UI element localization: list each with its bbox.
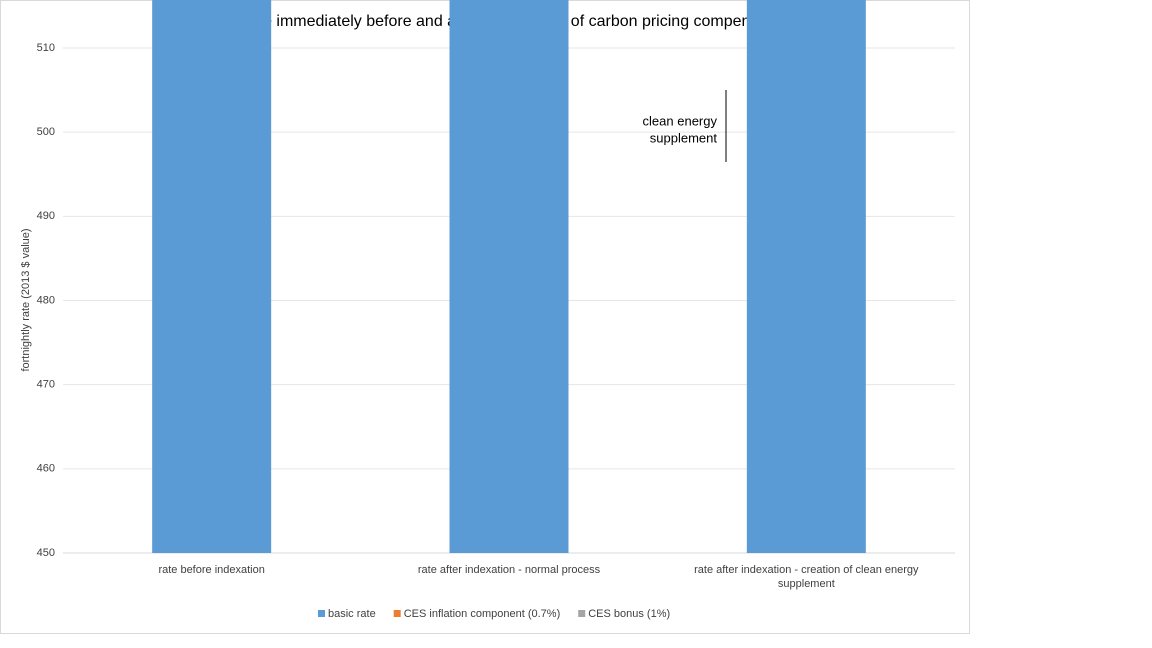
bar-segment (449, 0, 569, 553)
legend-label: CES bonus (1%) (588, 608, 670, 620)
x-tick-label: rate after indexation - creation of clea… (694, 564, 919, 590)
x-tick-label-box: rate before indexation (158, 564, 265, 576)
y-tick-label: 490 (37, 210, 55, 222)
bar-segment (152, 0, 272, 553)
y-tick-label: 510 (37, 42, 55, 54)
legend-label: basic rate (328, 608, 376, 620)
x-tick-label-box: rate after indexation - creation of clea… (694, 564, 919, 590)
y-tick-label: 480 (37, 294, 55, 306)
bar-segment (746, 0, 866, 554)
annotation: clean energy (643, 113, 718, 128)
legend-swatch (393, 610, 401, 617)
y-axis-label: fortnightly rate (2013 $ value) (20, 228, 32, 371)
x-tick-label-box: rate after indexation - normal process (417, 564, 601, 576)
x-tick-label: rate before indexation (158, 564, 265, 576)
legend-label: CES inflation component (0.7%) (404, 608, 561, 620)
y-tick-label: 460 (37, 463, 55, 475)
legend-swatch (578, 610, 586, 617)
y-tick-label: 500 (37, 126, 55, 138)
y-tick-label: 470 (37, 379, 55, 391)
annotation: supplement (650, 130, 718, 145)
x-tick-label: rate after indexation - normal process (417, 564, 601, 576)
y-tick-label: 450 (37, 547, 55, 559)
legend-swatch (318, 610, 325, 617)
